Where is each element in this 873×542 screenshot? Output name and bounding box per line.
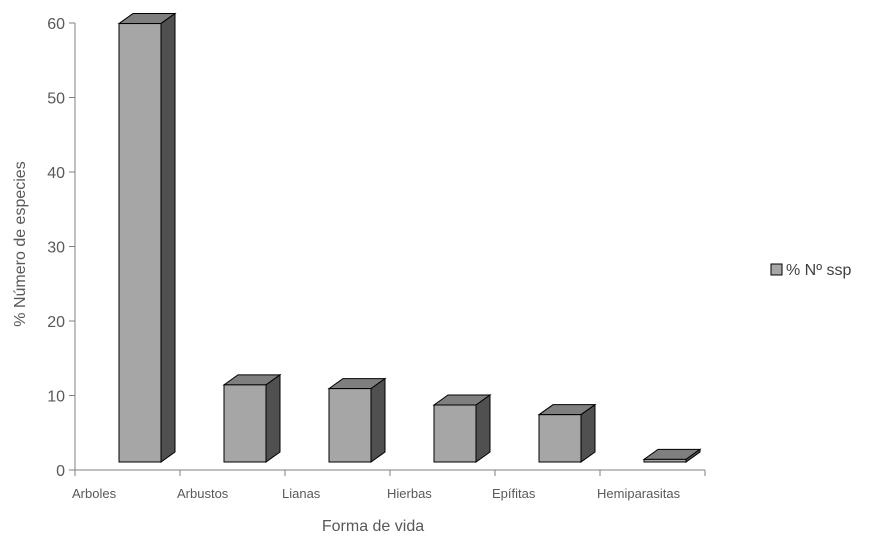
y-tick-label: 10 — [47, 389, 65, 406]
bar — [432, 394, 492, 463]
y-tick-label: 20 — [47, 314, 65, 331]
bar-front — [118, 23, 162, 463]
x-tick-label: Hierbas — [387, 486, 432, 501]
bars — [117, 12, 702, 463]
y-tick-label: 30 — [47, 240, 65, 257]
x-tick-label: Epífitas — [492, 486, 536, 501]
bar — [327, 377, 387, 463]
bar — [222, 373, 282, 463]
bar — [537, 403, 597, 463]
x-tick-label: Arbustos — [177, 486, 229, 501]
y-axis-title: % Número de especies — [12, 161, 29, 326]
bar-side — [475, 394, 491, 463]
bar-side — [370, 377, 386, 463]
bar-front — [538, 414, 582, 463]
x-tick-label: Arboles — [72, 486, 117, 501]
legend-label: % Nº ssp — [786, 262, 852, 279]
bar-side — [160, 12, 176, 463]
y-tick-label: 0 — [56, 463, 65, 480]
bar-front — [433, 404, 477, 463]
x-tick-label: Lianas — [282, 486, 321, 501]
y-axis: 0 10 20 30 40 50 60 — [47, 16, 76, 480]
bar-front — [223, 384, 267, 463]
bar — [642, 448, 702, 463]
bar — [117, 12, 177, 463]
legend-swatch — [770, 263, 783, 276]
x-axis: Arboles Arbustos Lianas Hierbas Epífitas Hemi… — [72, 469, 706, 501]
legend: % Nº ssp — [770, 262, 852, 279]
x-axis-title: Forma de vida — [322, 518, 424, 535]
y-tick-label: 50 — [47, 91, 65, 108]
x-tick-label: Hemiparasitas — [597, 486, 681, 501]
bar-side — [580, 403, 596, 463]
bar-side — [265, 373, 281, 463]
y-tick-label: 60 — [47, 16, 65, 33]
y-tick-label: 40 — [47, 165, 65, 182]
bar-front — [643, 458, 687, 463]
bar-front — [328, 388, 372, 463]
